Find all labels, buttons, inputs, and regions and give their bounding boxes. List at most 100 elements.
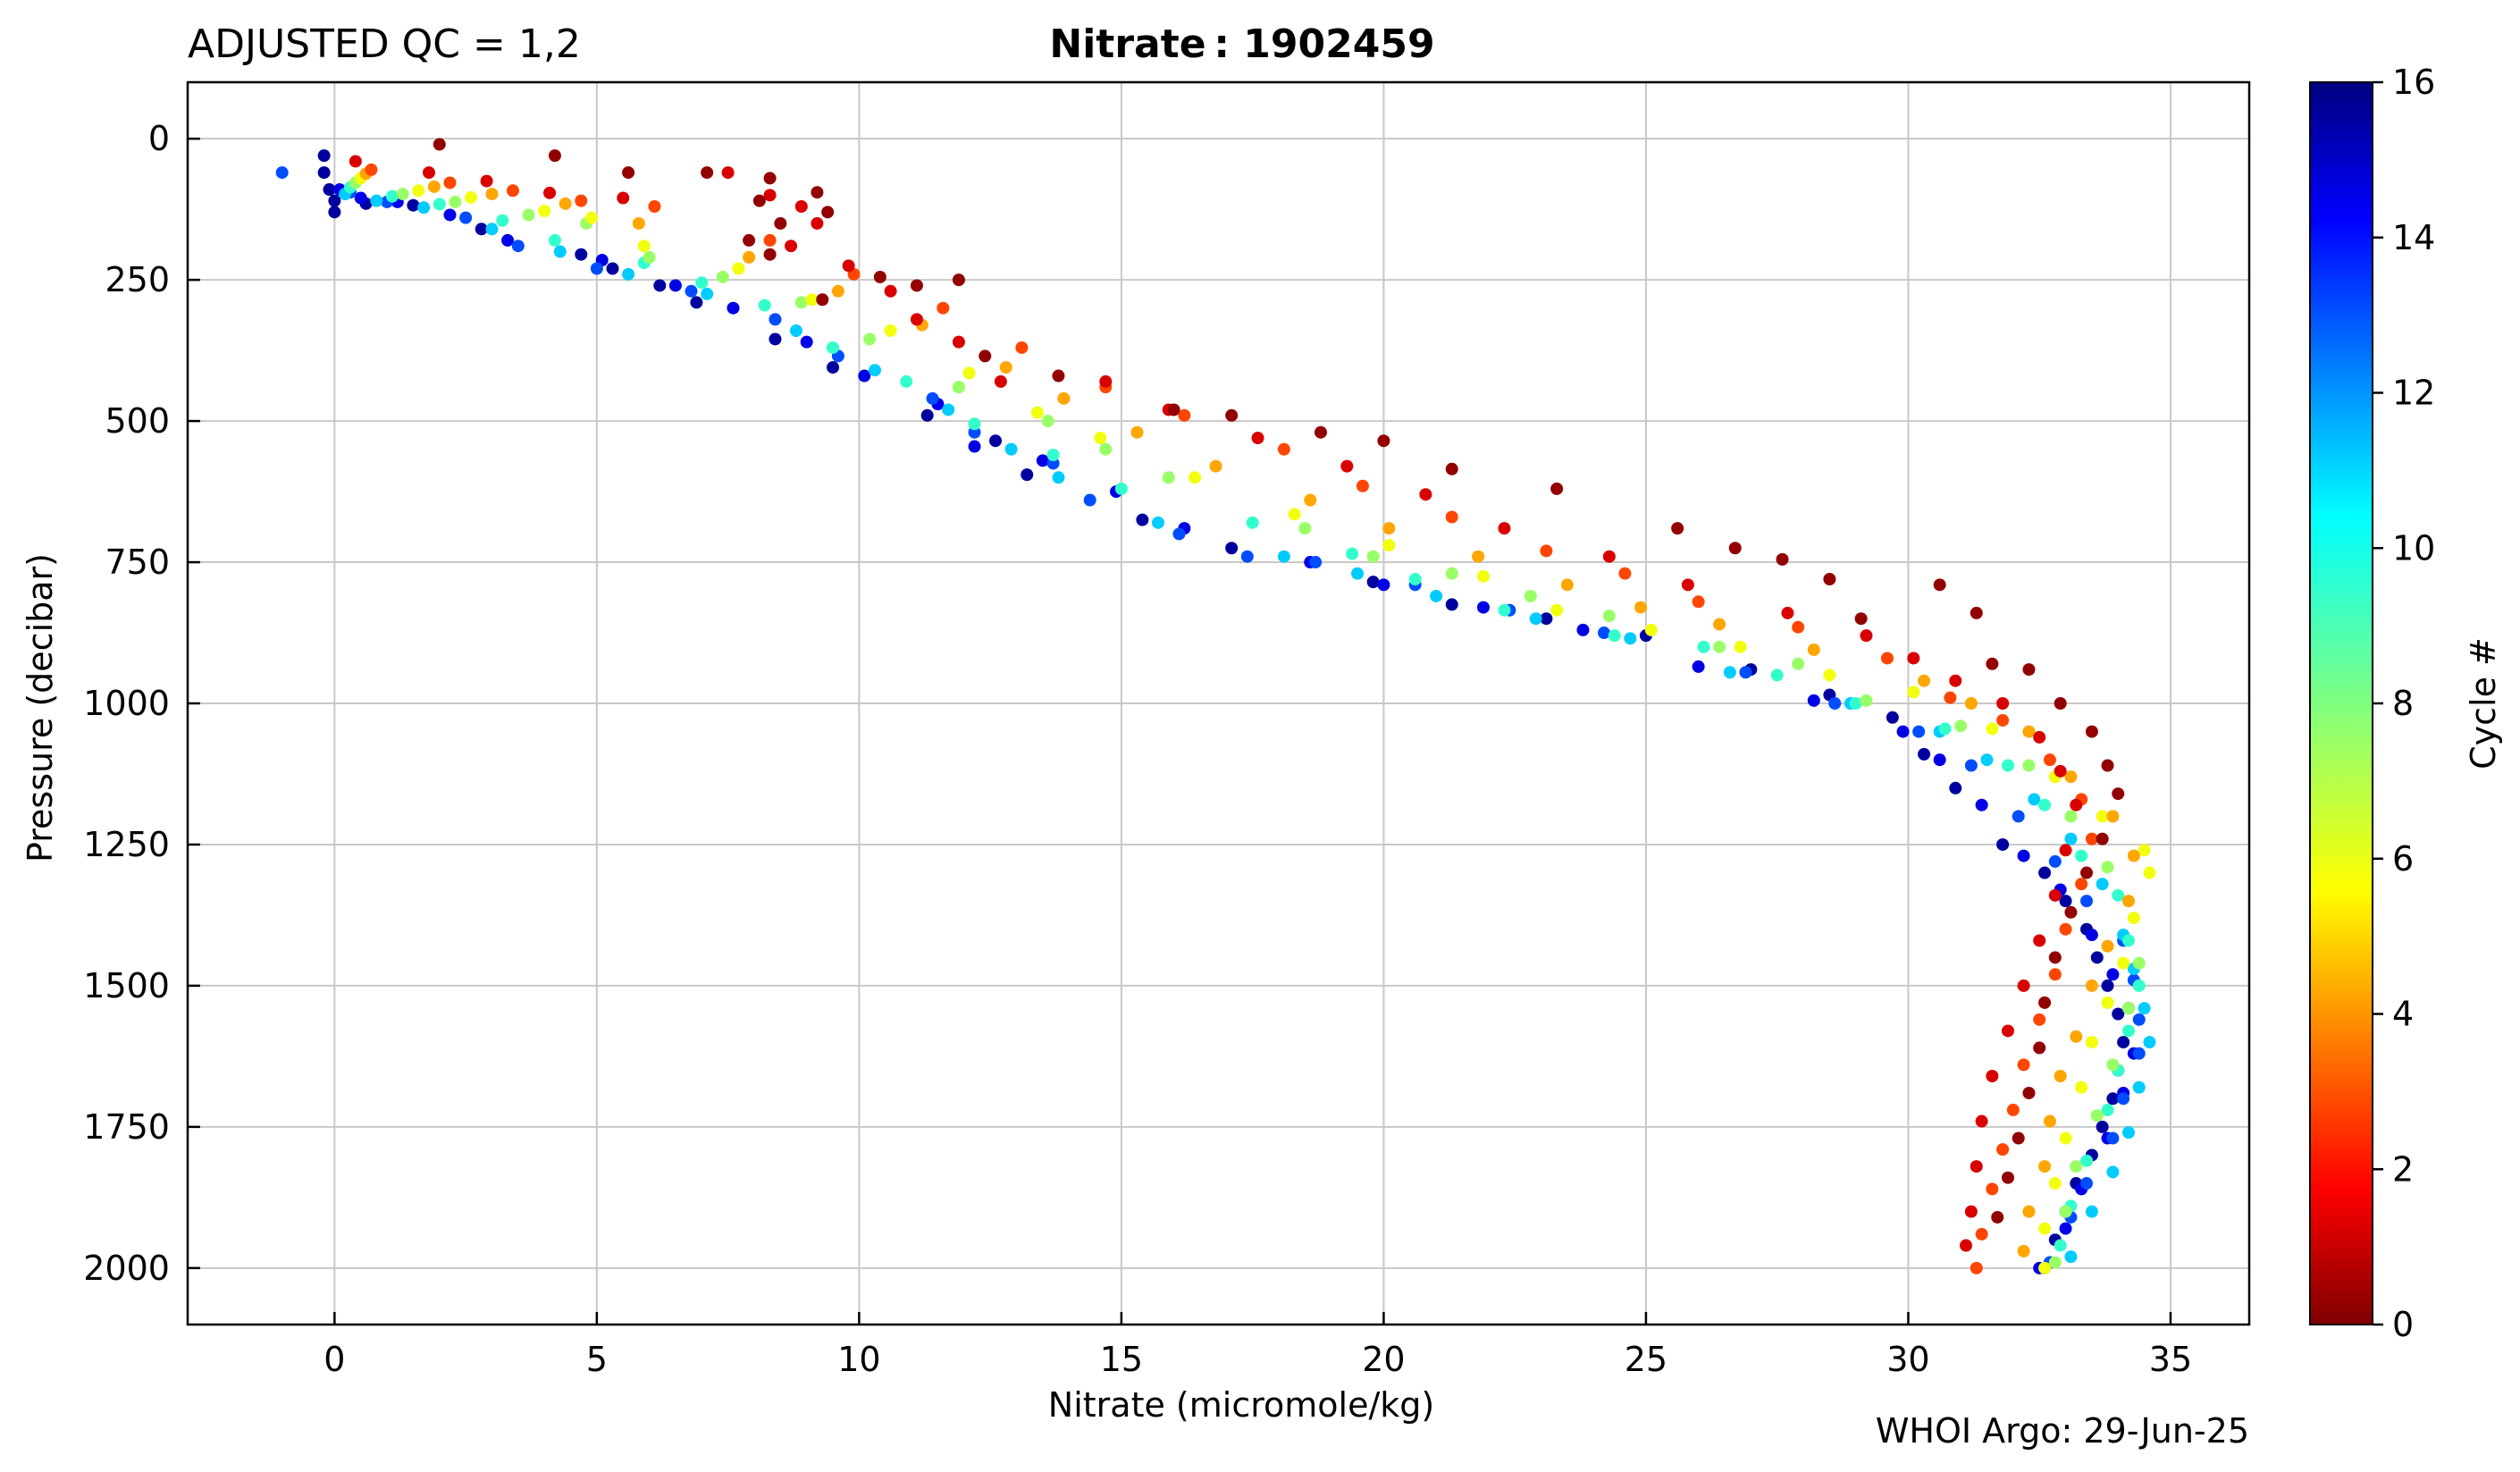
- data-point: [632, 216, 645, 230]
- data-point: [585, 211, 599, 224]
- axis-ticks: 0 5 10 15 20 25 30 35 0 250 500 750 1000 1250 1500 1750…: [83, 119, 2192, 1379]
- data-point: [2048, 854, 2062, 868]
- data-point: [2101, 861, 2114, 874]
- data-point: [727, 301, 740, 315]
- data-point: [2080, 895, 2094, 908]
- data-point: [2121, 895, 2135, 908]
- data-point: [1550, 482, 1564, 495]
- data-point: [2085, 1205, 2098, 1218]
- data-point: [743, 250, 756, 264]
- data-point: [2096, 832, 2109, 845]
- data-point: [2138, 844, 2151, 857]
- y-tick-label: 750: [105, 543, 170, 582]
- data-point: [1964, 759, 1978, 772]
- data-point: [622, 267, 635, 281]
- data-point: [2143, 866, 2156, 879]
- data-point: [1634, 601, 1648, 614]
- data-point: [952, 273, 965, 287]
- data-point: [1697, 640, 1710, 653]
- data-point: [2064, 905, 2078, 919]
- data-point: [2143, 1036, 2156, 1049]
- data-point: [2001, 1024, 2014, 1038]
- data-point: [2138, 1002, 2151, 1015]
- data-point: [2127, 912, 2140, 925]
- data-point: [2059, 922, 2072, 936]
- data-point: [1550, 603, 1564, 617]
- y-tick-label: 1000: [83, 684, 170, 723]
- data-point: [1225, 408, 1239, 422]
- data-point: [2106, 968, 2120, 981]
- data-point: [1860, 694, 1873, 707]
- data-point: [2085, 929, 2098, 942]
- data-point: [2033, 1013, 2046, 1026]
- data-point: [543, 186, 557, 199]
- data-point: [1251, 432, 1264, 445]
- data-point: [1986, 1182, 1999, 1196]
- data-point: [275, 166, 289, 180]
- data-point: [1445, 510, 1458, 524]
- data-point: [2017, 979, 2030, 992]
- data-point: [2127, 849, 2140, 862]
- x-axis-label: Nitrate (micromole/kg): [1048, 1385, 1434, 1425]
- data-point: [1382, 539, 1396, 552]
- data-point: [1907, 686, 1920, 699]
- data-point: [942, 403, 955, 416]
- data-point: [1136, 513, 1149, 526]
- data-point: [2070, 798, 2083, 812]
- data-point: [962, 366, 976, 380]
- data-point: [1734, 640, 1747, 653]
- data-point: [1964, 1205, 1978, 1218]
- data-point: [2112, 1007, 2125, 1021]
- data-point: [816, 293, 829, 307]
- data-point: [2106, 1058, 2120, 1072]
- data-point: [1975, 1115, 1988, 1128]
- data-point: [2085, 832, 2098, 845]
- data-point: [2070, 1030, 2083, 1043]
- data-point: [1980, 753, 1994, 767]
- data-point: [1692, 595, 1705, 609]
- data-point: [910, 279, 923, 292]
- data-point: [685, 284, 698, 298]
- data-point: [2132, 956, 2146, 970]
- data-point: [443, 176, 457, 189]
- data-point: [968, 417, 981, 431]
- data-point: [475, 223, 488, 236]
- data-point: [2059, 895, 2072, 908]
- data-point: [1996, 1143, 2010, 1157]
- y-tick-label: 1750: [83, 1107, 170, 1147]
- data-point: [1408, 573, 1422, 585]
- data-point: [2048, 1177, 2062, 1190]
- data-point: [317, 149, 331, 163]
- data-point: [559, 197, 572, 210]
- colorbar-tick-label: 2: [2392, 1149, 2414, 1189]
- data-point: [1015, 341, 1029, 354]
- data-point: [1624, 632, 1637, 645]
- data-point: [1041, 415, 1054, 428]
- data-point: [2106, 1131, 2120, 1145]
- data-point: [2101, 759, 2114, 772]
- data-point: [2033, 1041, 2046, 1055]
- data-point: [1083, 493, 1096, 507]
- data-point: [716, 270, 729, 283]
- data-point: [590, 262, 603, 275]
- data-point: [1377, 578, 1390, 592]
- data-point: [1304, 493, 1317, 507]
- data-point: [1880, 652, 1894, 665]
- data-point: [1052, 369, 1065, 383]
- data-point: [385, 189, 399, 203]
- data-point: [2012, 1131, 2025, 1145]
- data-point: [2048, 1256, 2062, 1269]
- data-point: [643, 250, 656, 264]
- data-point: [1445, 598, 1458, 611]
- data-point: [427, 180, 441, 193]
- data-point: [1277, 442, 1290, 456]
- data-point: [1986, 1070, 1999, 1082]
- data-point: [811, 186, 824, 199]
- colorbar-tick-label: 10: [2392, 528, 2435, 568]
- data-point: [1849, 697, 1862, 710]
- data-point: [1792, 657, 1805, 670]
- colorbar-tick-label: 14: [2392, 218, 2435, 257]
- colorbar: [2309, 81, 2373, 1325]
- data-point: [794, 296, 808, 309]
- data-point: [2132, 1047, 2146, 1060]
